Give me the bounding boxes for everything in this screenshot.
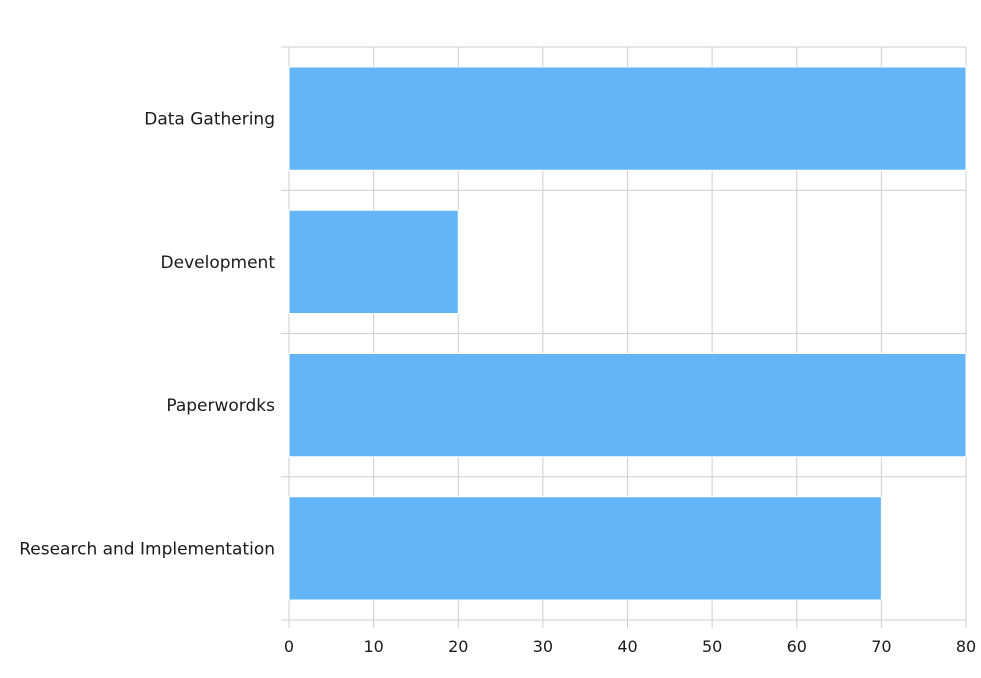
x-tick-label-40: 40 bbox=[617, 637, 637, 656]
bar-research-and-implementation bbox=[288, 496, 882, 601]
category-label-development: Development bbox=[161, 253, 276, 273]
bars bbox=[288, 66, 967, 601]
x-tick-label-10: 10 bbox=[363, 637, 383, 656]
category-label-paperwordks: Paperwordks bbox=[166, 396, 275, 416]
x-tick-label-30: 30 bbox=[533, 637, 553, 656]
category-label-research-and-implementation: Research and Implementation bbox=[19, 539, 275, 559]
x-tick-label-0: 0 bbox=[284, 637, 294, 656]
x-tick-label-50: 50 bbox=[702, 637, 722, 656]
x-tick-label-60: 60 bbox=[787, 637, 807, 656]
bar-data-gathering bbox=[288, 66, 967, 171]
category-labels: Data Gathering Development Paperwordks Rese… bbox=[19, 110, 275, 560]
x-axis-tick-labels: 0 10 20 30 40 50 60 70 80 bbox=[284, 637, 976, 656]
category-label-data-gathering: Data Gathering bbox=[144, 110, 275, 130]
x-tick-label-70: 70 bbox=[871, 637, 891, 656]
bar-development bbox=[288, 209, 459, 314]
x-tick-label-80: 80 bbox=[956, 637, 976, 656]
bar-paperwordks bbox=[288, 353, 967, 458]
x-tick-label-20: 20 bbox=[448, 637, 468, 656]
